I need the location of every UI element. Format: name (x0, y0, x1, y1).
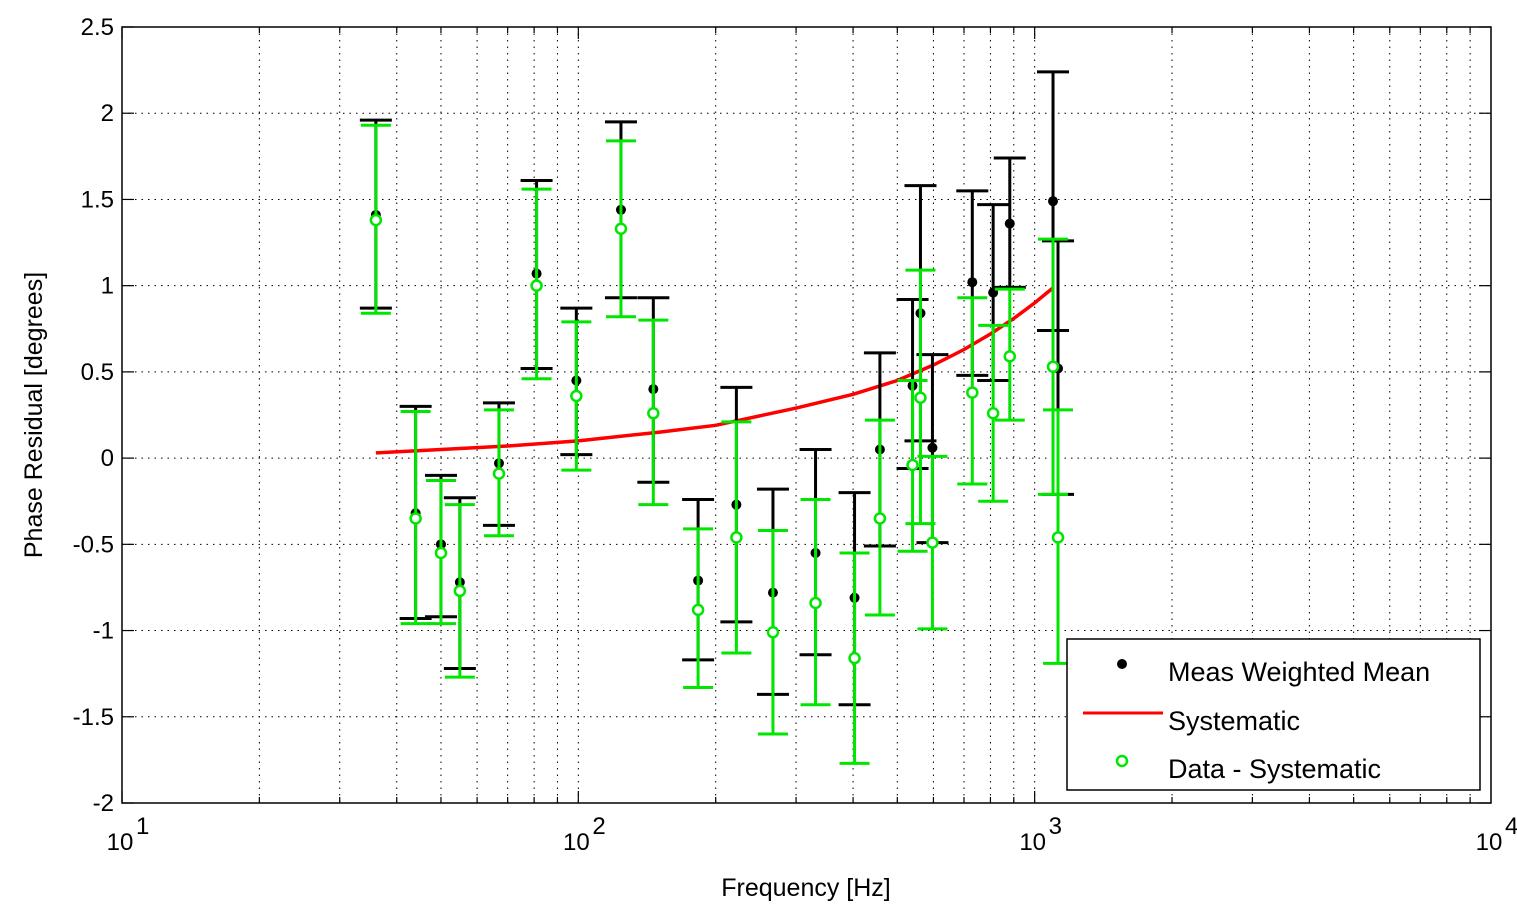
y-tick-label: -1 (93, 618, 114, 645)
residual-point (926, 536, 939, 549)
x-tick-label-exponent: 3 (1049, 813, 1062, 840)
systematic-line (375, 286, 1055, 455)
residual-point (492, 467, 506, 480)
legend-label-systematic: Systematic (1168, 706, 1300, 736)
y-tick-labels: 2.5 2 1.5 1 0.5 0 -0.5 -1 -1.5 -2 (73, 14, 114, 817)
y-tick-label: 1.5 (81, 186, 114, 213)
systematic-series (375, 286, 1055, 455)
axis-ticks (121, 26, 1491, 804)
residual-point (570, 389, 583, 403)
residual-point (966, 386, 979, 399)
residual-point (1003, 350, 1017, 363)
y-tick-label: 1 (101, 273, 114, 300)
x-tick-label-base: 10 (1476, 829, 1503, 856)
x-tick-label: 101 (107, 813, 150, 856)
x-tick-label-exponent: 2 (592, 813, 605, 840)
legend-marker-data-minus-systematic (1115, 754, 1129, 768)
residual-point (848, 651, 861, 665)
data-minus-systematic-series (360, 123, 1074, 765)
residual-point (409, 512, 422, 525)
legend: Meas Weighted Mean Systematic Data - Sys… (1066, 638, 1481, 791)
residual-point (691, 603, 705, 617)
residual-point (530, 279, 543, 292)
y-tick-label: -1.5 (73, 704, 114, 731)
y-tick-label: 2 (101, 100, 114, 127)
legend-label-meas-weighted-mean: Meas Weighted Mean (1168, 657, 1430, 687)
meas-point (967, 277, 978, 288)
meas-point (1004, 218, 1015, 229)
plot-frame (121, 26, 1492, 804)
residual-point (809, 596, 822, 610)
residual-point (453, 584, 467, 598)
x-tick-label: 103 (1019, 813, 1062, 856)
y-tick-label: 0.5 (81, 359, 114, 386)
y-tick-label: 2.5 (81, 14, 114, 41)
residual-point (914, 391, 927, 405)
meas-point (1048, 196, 1059, 207)
y-tick-label: 0 (101, 445, 114, 472)
y-axis-label: Phase Residual [degrees] (20, 272, 48, 558)
residual-point (873, 512, 887, 525)
residual-point (614, 222, 628, 236)
legend-label-data-minus-systematic: Data - Systematic (1168, 754, 1381, 784)
x-tick-label: 104 (1476, 813, 1517, 856)
residual-point (1046, 360, 1060, 373)
x-tick-label: 102 (563, 813, 606, 856)
x-tick-label-base: 10 (1019, 829, 1046, 856)
residual-point (369, 213, 383, 227)
grid (122, 27, 1491, 803)
x-tick-label-base: 10 (563, 829, 590, 856)
y-tick-label: -0.5 (73, 531, 114, 558)
residual-point (434, 546, 448, 560)
x-tick-label-base: 10 (107, 829, 134, 856)
residual-point (730, 531, 743, 544)
residual-point (766, 626, 780, 639)
residual-point (986, 407, 1000, 420)
meas-point (927, 442, 938, 453)
y-tick-label: -2 (93, 790, 114, 817)
residual-point (647, 407, 660, 420)
x-tick-label-exponent: 1 (136, 813, 149, 840)
x-tick-label-exponent: 4 (1505, 813, 1517, 840)
legend-marker-meas-weighted-mean (1117, 659, 1127, 669)
x-axis-label: Frequency [Hz] (721, 874, 891, 902)
residual-point (906, 458, 919, 472)
residual-point (1051, 531, 1065, 544)
